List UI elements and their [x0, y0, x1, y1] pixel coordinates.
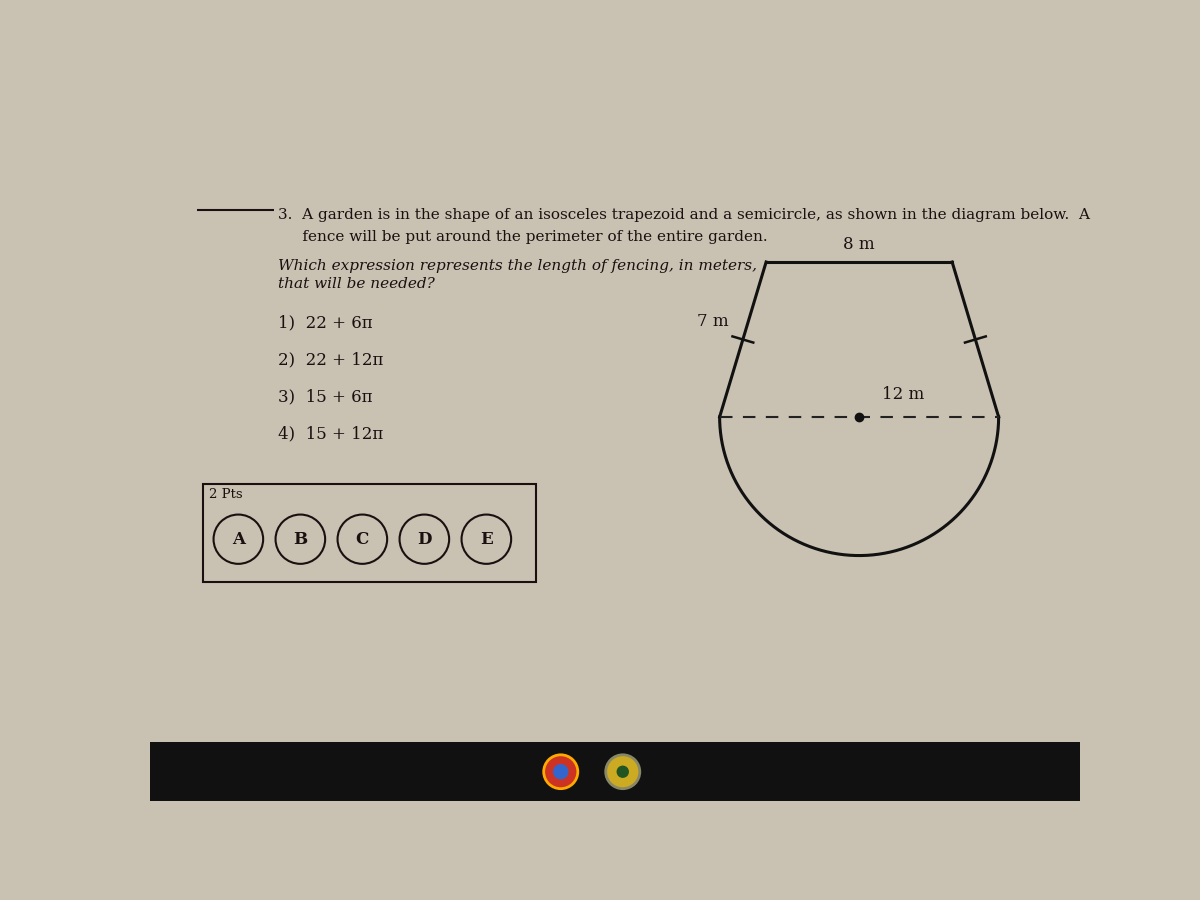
Circle shape: [606, 755, 640, 788]
Text: E: E: [480, 531, 493, 548]
Text: 12 m: 12 m: [882, 386, 925, 403]
Text: 4)  15 + 12π: 4) 15 + 12π: [278, 425, 383, 442]
Text: 2)  22 + 12π: 2) 22 + 12π: [278, 351, 383, 368]
Circle shape: [544, 755, 578, 788]
Text: fence will be put around the perimeter of the entire garden.: fence will be put around the perimeter o…: [278, 230, 768, 244]
Text: D: D: [418, 531, 432, 548]
Text: that will be needed?: that will be needed?: [278, 277, 434, 292]
Text: C: C: [355, 531, 368, 548]
Circle shape: [553, 764, 569, 779]
Text: 3.  A garden is in the shape of an isosceles trapezoid and a semicircle, as show: 3. A garden is in the shape of an isosce…: [278, 208, 1090, 222]
Text: 2 Pts: 2 Pts: [209, 489, 242, 501]
Text: 3)  15 + 6π: 3) 15 + 6π: [278, 388, 372, 405]
Bar: [150, 742, 1080, 801]
Text: 7 m: 7 m: [697, 313, 728, 330]
Text: Which expression represents the length of fencing, in meters,: Which expression represents the length o…: [278, 259, 757, 273]
Text: 8 m: 8 m: [844, 236, 875, 253]
Text: B: B: [293, 531, 307, 548]
Text: 1)  22 + 6π: 1) 22 + 6π: [278, 314, 372, 331]
Circle shape: [617, 766, 629, 778]
Bar: [203, 484, 536, 582]
Text: A: A: [232, 531, 245, 548]
